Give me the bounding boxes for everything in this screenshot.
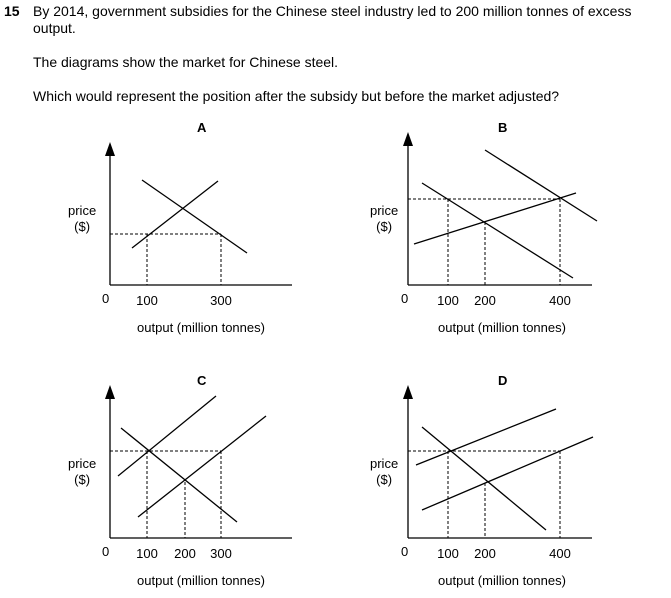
supply-curve [413,192,577,245]
x-tick-label: 400 [549,293,571,308]
diagram-b-graph [403,132,598,286]
diagram-label-d: D [498,373,508,388]
x-tick-label: 400 [549,546,571,561]
x-axis-title: output (million tonnes) [137,320,265,335]
origin-label: 0 [102,544,110,559]
diagram-c-graph [105,385,292,539]
diagram-label-a: A [197,120,207,135]
y-axis-label: price ($) [370,203,399,234]
diagram-label-c: C [197,373,207,388]
x-tick-label: 200 [174,546,196,561]
demand-curve-shifted [484,149,598,222]
supply-curve-shifted [117,395,217,477]
supply-curve [131,180,219,249]
supply-curve [137,415,267,518]
y-axis-label: price ($) [68,203,97,234]
question-text-line-3: The diagrams show the market for Chinese… [33,54,339,70]
diagram-a-graph [105,142,292,286]
x-tick-label: 300 [210,293,232,308]
x-tick-label: 100 [437,293,459,308]
x-tick-label: 100 [136,546,158,561]
demand-curve [120,427,238,523]
x-axis-title: output (million tonnes) [438,573,566,588]
origin-label: 0 [102,291,110,306]
diagram-d: D price ($) 0 100 200 400 output (million… [360,371,660,591]
x-axis-title: output (million tonnes) [438,320,566,335]
y-axis-label: price ($) [370,456,399,487]
x-tick-label: 100 [437,546,459,561]
x-tick-label: 200 [474,546,496,561]
question-text-line-2: output. [33,20,76,36]
supply-curve-shifted [415,408,557,466]
diagram-d-graph [403,385,594,539]
demand-curve [421,426,547,531]
demand-curve [421,182,574,279]
diagram-c: C price ($) 0 100 200 300 output (million… [60,371,360,591]
diagram-a: A price ($) 0 100 300 output (million ton… [60,118,360,338]
question-text-line-4: Which would represent the position after… [33,88,560,104]
x-tick-label: 100 [136,293,158,308]
question-number: 15 [4,3,20,19]
supply-curve [421,436,594,511]
x-tick-label: 200 [474,293,496,308]
origin-label: 0 [401,291,409,306]
origin-label: 0 [401,544,409,559]
question-text-line-1: By 2014, government subsidies for the Ch… [33,3,632,19]
diagram-label-b: B [498,120,508,135]
x-tick-label: 300 [210,546,232,561]
diagram-b: B price ($) 0 100 200 400 output (million… [360,118,660,338]
y-axis-label: price ($) [68,456,97,487]
x-axis-title: output (million tonnes) [137,573,265,588]
demand-curve [141,179,248,254]
